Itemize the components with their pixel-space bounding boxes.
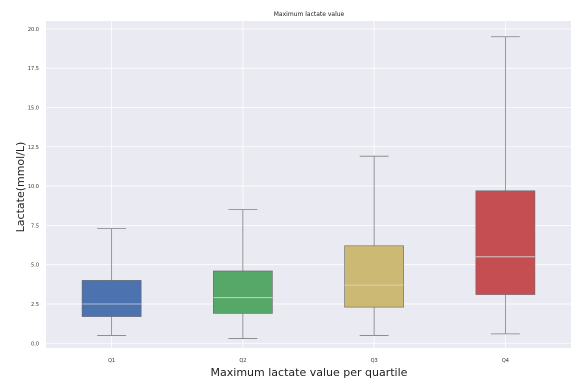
iqr-box: [475, 190, 536, 295]
iqr-box: [344, 245, 404, 308]
x-axis-label: Maximum lactate value per quartile: [211, 366, 408, 379]
x-tick-label: Q1: [108, 358, 115, 364]
y-tick-label: 2.5: [31, 302, 39, 308]
box-q4: [475, 36, 536, 335]
chart-title: Maximum lactate value: [274, 11, 345, 18]
x-tick-labels: Q1 Q2 Q3 Q4: [108, 358, 509, 364]
iqr-box: [213, 270, 273, 314]
box-q1: [81, 228, 142, 336]
y-axis-label: Lactate(mmol/L): [14, 142, 27, 233]
y-tick-label: 10.0: [28, 184, 39, 190]
y-tick-label: 0.0: [31, 341, 39, 347]
boxes-layer: [81, 36, 536, 339]
iqr-box: [81, 280, 142, 317]
box-q3: [344, 155, 404, 336]
y-tick-label: 5.0: [31, 263, 39, 269]
y-tick-label: 15.0: [28, 105, 39, 111]
x-tick-label: Q3: [371, 358, 378, 364]
x-tick-label: Q2: [239, 358, 246, 364]
y-tick-label: 17.5: [28, 66, 39, 72]
y-tick-label: 20.0: [28, 27, 39, 33]
y-tick-label: 12.5: [28, 145, 39, 151]
box-q2: [213, 209, 273, 339]
x-tick-label: Q4: [502, 358, 509, 364]
y-tick-labels: 0.0 2.5 5.0 7.5 10.0 12.5 15.0 17.5 20.0: [28, 27, 39, 347]
y-tick-label: 7.5: [31, 223, 39, 229]
